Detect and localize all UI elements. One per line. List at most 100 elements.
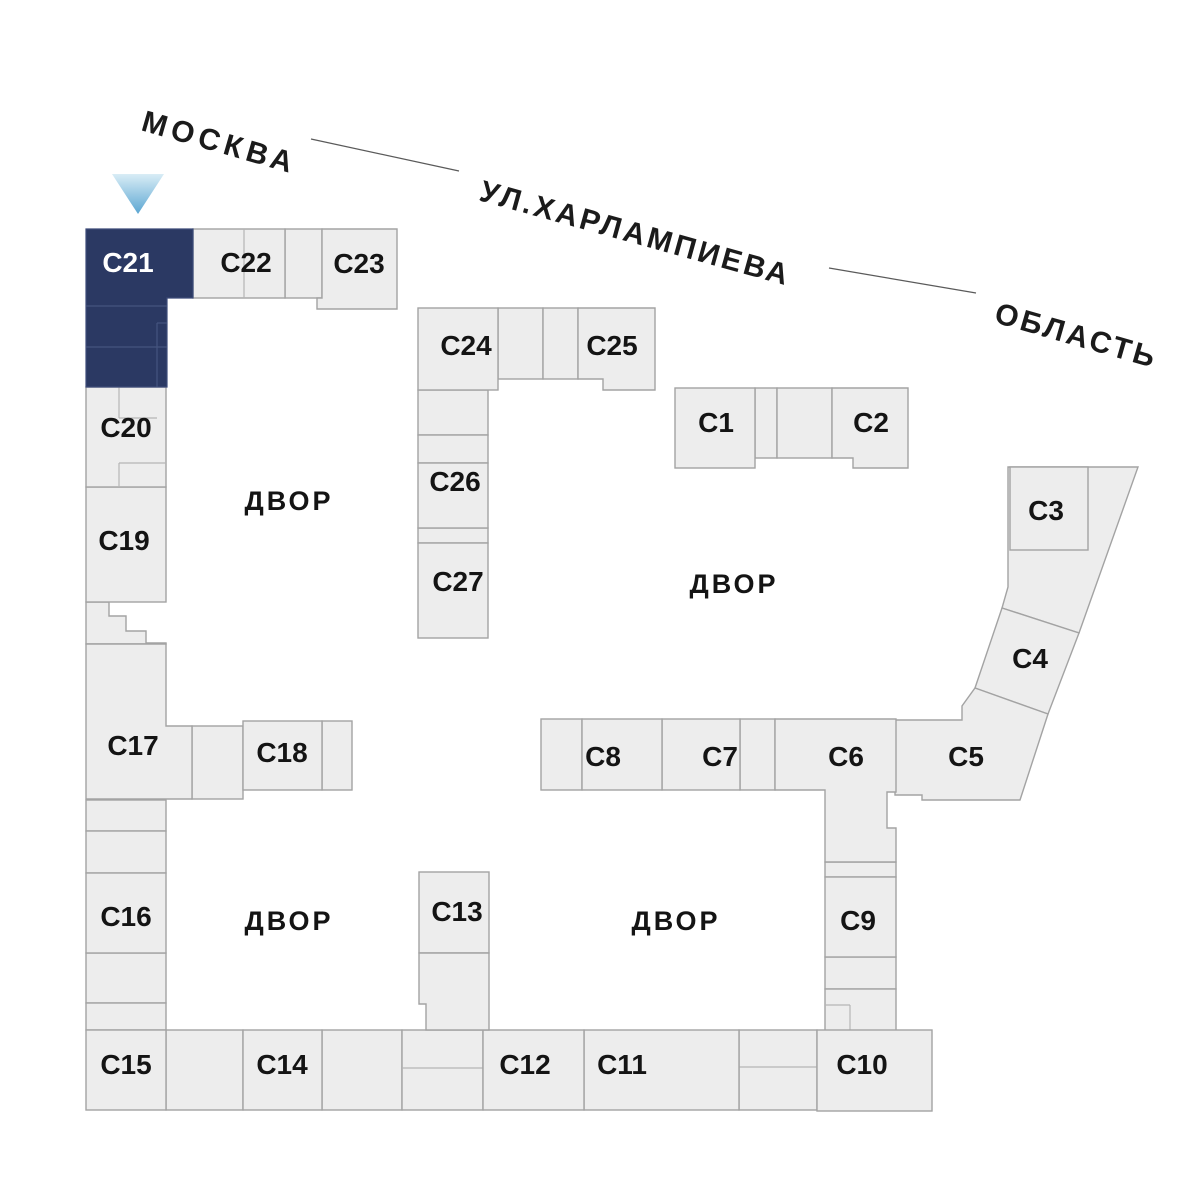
street-label-oblast: ОБЛАСТЬ [991,297,1162,375]
building-c19-label: С19 [98,525,149,556]
building-c1-label: С1 [698,407,734,438]
block-section [776,387,833,459]
courtyard-label-3: ДВОР [244,906,333,936]
building-c23[interactable]: С23 [316,228,398,310]
building-c13[interactable]: С13 [418,871,490,1031]
building-c9-label: С9 [840,905,876,936]
building-c17-shape [85,643,193,800]
block-section [85,799,167,832]
building-c24-label: С24 [440,330,492,361]
building-c16-label: С16 [100,901,151,932]
block-section [540,718,583,791]
building-c25-shape [577,307,656,391]
building-c19[interactable]: С19 [85,486,167,603]
building-c11[interactable]: С11 [583,1029,740,1111]
building-c12-label: С12 [499,1049,550,1080]
building-c4[interactable]: С4 [974,607,1080,715]
building-c27-shape [417,542,489,639]
building-c2[interactable]: С2 [831,387,909,469]
courtyard-label-1: ДВОР [244,486,333,516]
building-c20-label: С20 [100,412,151,443]
building-c7-label: С7 [702,741,738,772]
block-section [85,830,167,874]
building-c26-label: С26 [429,466,480,497]
building-c3-shape [1009,466,1089,551]
selected-building-pointer-icon [112,174,164,214]
building-c1[interactable]: С1 [674,387,756,469]
building-c23-label: С23 [333,248,384,279]
building-c3[interactable]: С3 [1009,466,1089,551]
building-c27[interactable]: С27 [417,542,489,639]
building-c6-shape [774,718,897,863]
building-c12-shape [482,1029,585,1111]
building-c1-shape [674,387,756,469]
building-c4-label: С4 [1012,643,1048,674]
building-c23-shape [316,228,398,310]
block-section [85,952,167,1004]
block-section [417,527,489,544]
building-c26-shape [417,462,489,529]
building-c15[interactable]: С15 [85,1029,167,1111]
building-c6[interactable]: С6 [774,718,897,863]
building-c25-label: С25 [586,330,637,361]
block-section [824,956,897,990]
building-c2-label: С2 [853,407,889,438]
building-c15-label: С15 [100,1049,151,1080]
building-c2-shape [831,387,909,469]
building-c13-shape [418,871,490,954]
building-c20[interactable]: С20 [85,386,167,488]
building-c17[interactable]: С17 [85,643,193,800]
building-c17-label: С17 [107,730,158,761]
building-c14[interactable]: С14 [242,1029,323,1111]
building-c22[interactable]: С22 [192,228,286,299]
building-c9[interactable]: С9 [824,876,897,958]
building-c7[interactable]: С7 [661,718,741,791]
building-c26[interactable]: С26 [417,462,489,529]
building-c14-shape [242,1029,323,1111]
block-section [284,228,323,299]
building-c13-label: С13 [431,896,482,927]
block-section-stairs [85,601,167,645]
building-c27-label: С27 [432,566,483,597]
courtyard-label-4: ДВОР [631,906,720,936]
building-c25[interactable]: С25 [577,307,656,391]
building-c8-shape [581,718,663,791]
street-line-right [828,267,977,294]
building-c12[interactable]: С12 [482,1029,585,1111]
building-c22-label: С22 [220,247,271,278]
building-c21-label: С21 [102,247,153,278]
block-section [542,307,579,380]
block-section [85,1002,167,1031]
block-section [738,1029,818,1111]
block-section [165,1029,244,1111]
building-c10[interactable]: С10 [816,1029,933,1112]
building-c8-label: С8 [585,741,621,772]
courtyard-label-2: ДВОР [689,569,778,599]
building-c8[interactable]: С8 [581,718,663,791]
building-c18[interactable]: С18 [242,720,323,791]
building-c14-label: С14 [256,1049,308,1080]
building-c9-shape [824,876,897,958]
building-c7-shape [661,718,741,791]
block-section [191,725,244,800]
block-section [824,988,897,1034]
building-c3-label: С3 [1028,495,1064,526]
building-c24[interactable]: С24 [417,307,499,391]
block-section [401,1029,484,1111]
building-c16-shape [85,872,167,954]
building-c16[interactable]: С16 [85,872,167,954]
block-section [754,387,778,459]
block-section [321,720,353,791]
block-section [739,718,776,791]
building-c19-shape [85,486,167,603]
building-c5[interactable]: С5 [894,687,1049,801]
building-c18-label: С18 [256,737,307,768]
building-c21-selected[interactable]: С21 [85,228,194,388]
block-section [824,861,897,878]
building-c10-shape [816,1029,933,1112]
block-section [497,307,544,380]
building-c5-shape [894,687,1049,801]
block-section [321,1029,403,1111]
